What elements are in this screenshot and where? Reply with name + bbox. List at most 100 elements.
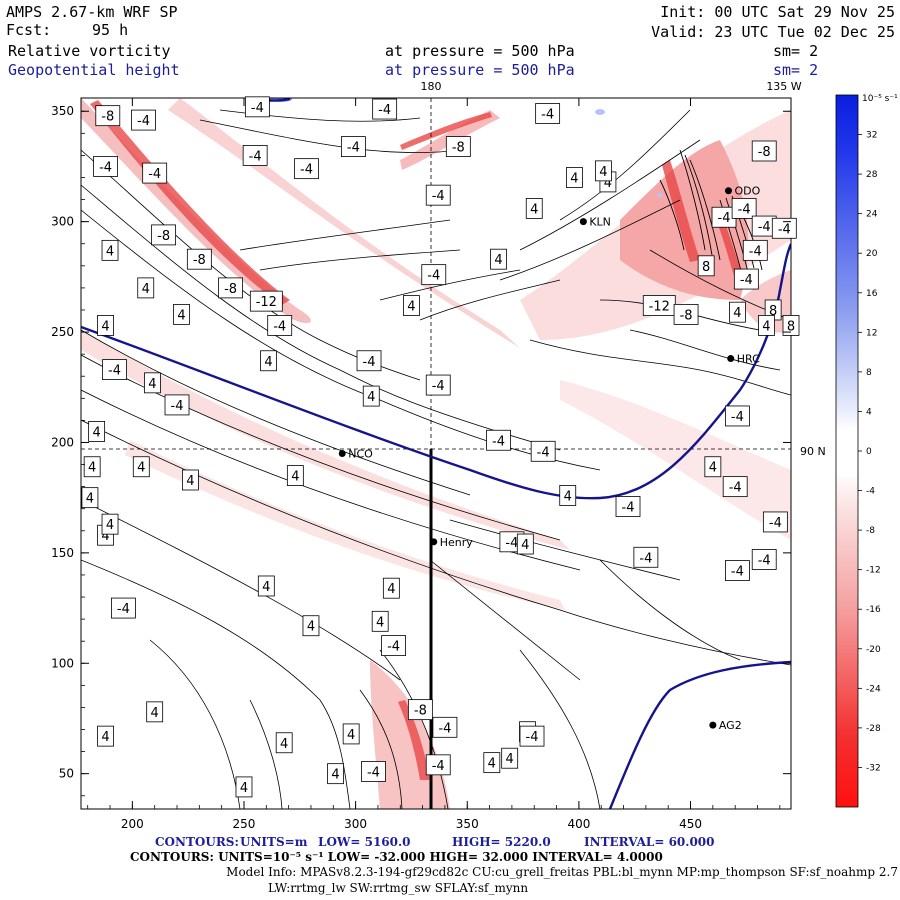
svg-text:-4: -4 [492, 434, 505, 449]
colorbar-level-label: 16 [866, 289, 878, 299]
contour-label: -8 [186, 248, 212, 270]
contour-label: -4 [131, 109, 156, 131]
contour-label: -12 [642, 295, 676, 316]
svg-text:-4: -4 [249, 149, 262, 164]
svg-text:-4: -4 [367, 765, 380, 780]
colorbar-level-label: 8 [866, 368, 872, 378]
svg-text:4: 4 [101, 730, 109, 745]
contour-label: 4 [146, 701, 164, 723]
contour-label: -4 [102, 359, 127, 380]
contour-label: 4 [235, 776, 253, 798]
svg-text:-4: -4 [541, 107, 554, 122]
svg-text:4: 4 [521, 538, 529, 553]
contour-label: -4 [421, 264, 447, 286]
contour-label: 4 [516, 533, 534, 555]
colorbar-level-label: -16 [866, 605, 881, 615]
svg-text:4: 4 [488, 757, 496, 772]
contour-label: -4 [356, 350, 382, 372]
lat-label-90n: 90 N [800, 445, 826, 458]
contour-label: 4 [483, 752, 501, 774]
contour-label: -4 [267, 315, 293, 336]
svg-text:4: 4 [137, 461, 145, 476]
contour-label: -4 [771, 217, 797, 239]
svg-text:-8: -8 [758, 145, 771, 160]
svg-text:-8: -8 [193, 253, 206, 268]
x-tick-label: 250 [233, 817, 256, 831]
colorbar-level-label: -32 [866, 763, 881, 773]
svg-text:4: 4 [307, 620, 315, 635]
svg-text:4: 4 [101, 319, 109, 334]
svg-text:4: 4 [530, 202, 538, 217]
forecast-label: Fcst: [6, 21, 51, 39]
contour-label: 4 [382, 577, 400, 599]
svg-text:4: 4 [106, 244, 114, 259]
svg-text:-4: -4 [251, 101, 264, 116]
colorbar-level-label: 4 [866, 407, 872, 417]
station-marker: KLN [579, 216, 611, 229]
contour-label: -4 [733, 268, 759, 290]
contour-labels: -8 -4-4 -4-4-4-4-4-4-8-4-44-8-8-8-1244-44-… [81, 96, 800, 798]
svg-text:4: 4 [106, 518, 114, 533]
svg-text:-4: -4 [300, 163, 313, 178]
svg-text:4: 4 [280, 737, 288, 752]
contour-label: 4 [729, 301, 746, 323]
contour-label: 4 [501, 747, 519, 769]
y-tick-label: 50 [59, 767, 74, 781]
station-label: NCO [348, 448, 373, 461]
x-tick-label: 300 [344, 817, 367, 831]
colorbar-level-label: 20 [866, 249, 878, 259]
svg-text:-4: -4 [731, 565, 744, 580]
field1-name: Relative vorticity [8, 42, 171, 60]
svg-text:4: 4 [376, 615, 384, 630]
svg-text:-8: -8 [101, 110, 114, 125]
colorbar-level-label: 32 [866, 131, 877, 141]
svg-text:4: 4 [86, 492, 94, 507]
svg-text:-4: -4 [387, 640, 400, 655]
colorbar-level-label: 12 [866, 328, 877, 338]
svg-text:4: 4 [407, 300, 415, 315]
svg-text:-4: -4 [778, 222, 791, 237]
contour-label: 4 [286, 465, 304, 486]
x-tick-label: 400 [567, 817, 590, 831]
svg-text:4: 4 [570, 171, 578, 186]
svg-text:4: 4 [347, 728, 355, 743]
station-marker: HRC [727, 353, 760, 366]
contour-label: 4 [302, 615, 320, 637]
svg-text:-4: -4 [273, 319, 286, 334]
svg-text:4: 4 [604, 176, 612, 191]
svg-text:-4: -4 [758, 553, 771, 568]
colorbar-level-label: -4 [866, 487, 875, 497]
footer-vorticity-line: CONTOURS: UNITS=10⁻⁵ s⁻¹ LOW= -32.000 HI… [130, 850, 663, 864]
contour-label: 4 [559, 485, 577, 506]
svg-text:4: 4 [101, 529, 109, 544]
svg-text:-4: -4 [432, 379, 445, 394]
stations: NCO Henry KLN ODO HRC AG2 [338, 185, 761, 732]
contour-label: 4 [83, 456, 101, 478]
contour-label: -4 [340, 136, 366, 157]
contour-label: -4 [633, 546, 659, 568]
contour-label: -8 [218, 277, 243, 299]
contour-label: 4 [595, 160, 612, 182]
station-marker: Henry [430, 536, 473, 549]
svg-text:4: 4 [367, 390, 375, 405]
x-tick-label: 450 [679, 817, 702, 831]
svg-text:-12: -12 [649, 300, 670, 315]
contour-label: -4 [725, 405, 750, 427]
axes: 200 250 300 350 400 450 50 100 150 200 250 300 350 [51, 98, 791, 831]
svg-text:-4: -4 [148, 167, 161, 182]
svg-text:-4: -4 [729, 481, 742, 496]
contour-label: 4 [173, 303, 190, 325]
contour-label: -4 [711, 206, 737, 228]
contour-label: 8 [782, 315, 800, 336]
contour-label: -4 [425, 184, 451, 206]
contour-label: 4 [490, 248, 507, 270]
contour-label: -8 [673, 303, 699, 325]
svg-text:-4: -4 [378, 103, 391, 118]
y-tick-label: 350 [51, 104, 74, 118]
y-tick-label: 200 [51, 435, 74, 449]
contour-label: -8 [751, 140, 777, 162]
contour-label: 4 [362, 385, 380, 407]
contour-label: -8 [151, 224, 177, 246]
colorbar-level-label: -8 [866, 526, 875, 536]
contour-label: -8 [445, 136, 471, 157]
